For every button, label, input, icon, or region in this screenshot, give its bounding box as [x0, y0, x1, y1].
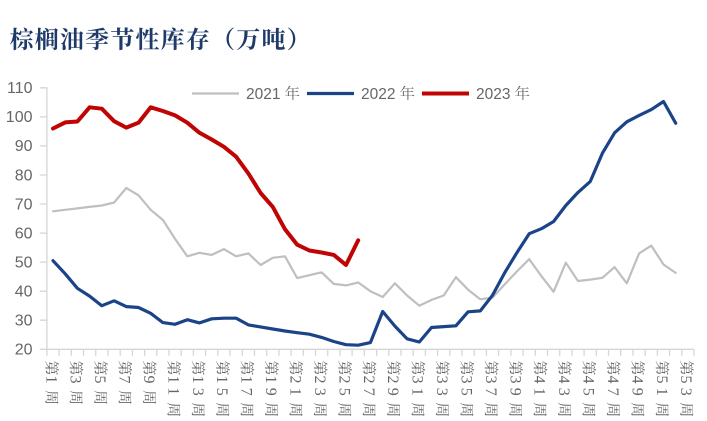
svg-text:5: 5 — [91, 376, 108, 388]
svg-text:29: 29 — [384, 376, 401, 401]
svg-text:40: 40 — [15, 284, 33, 301]
svg-text:30: 30 — [15, 313, 33, 330]
svg-text:2021: 2021 — [246, 86, 280, 103]
svg-text:43: 43 — [555, 376, 572, 401]
svg-text:47: 47 — [604, 376, 621, 401]
svg-text:23: 23 — [311, 376, 328, 401]
svg-text:60: 60 — [15, 225, 33, 242]
svg-text:2023: 2023 — [476, 86, 510, 103]
svg-text:53: 53 — [677, 376, 694, 401]
svg-text:1: 1 — [42, 376, 59, 388]
svg-text:17: 17 — [238, 376, 255, 401]
svg-text:70: 70 — [15, 196, 33, 213]
svg-text:51: 51 — [653, 376, 670, 401]
svg-text:13: 13 — [189, 376, 206, 401]
svg-text:25: 25 — [335, 376, 352, 401]
svg-text:27: 27 — [360, 376, 377, 401]
svg-text:9: 9 — [140, 376, 157, 388]
svg-text:3: 3 — [67, 376, 84, 388]
svg-text:35: 35 — [457, 376, 474, 401]
svg-text:41: 41 — [531, 376, 548, 401]
svg-text:11: 11 — [164, 376, 181, 400]
svg-text:2022: 2022 — [361, 86, 395, 103]
svg-text:21: 21 — [286, 376, 303, 401]
svg-text:15: 15 — [213, 376, 230, 401]
svg-text:33: 33 — [433, 376, 450, 401]
svg-text:31: 31 — [409, 376, 426, 401]
svg-text:90: 90 — [15, 138, 33, 155]
svg-text:19: 19 — [262, 376, 279, 401]
svg-text:50: 50 — [15, 254, 33, 271]
svg-text:7: 7 — [116, 376, 133, 388]
svg-text:110: 110 — [7, 80, 33, 97]
svg-text:100: 100 — [6, 109, 33, 126]
svg-text:37: 37 — [482, 376, 499, 401]
svg-text:39: 39 — [506, 376, 523, 401]
svg-text:49: 49 — [628, 376, 645, 401]
svg-text:20: 20 — [15, 342, 33, 359]
svg-text:45: 45 — [580, 376, 597, 401]
svg-text:80: 80 — [15, 167, 33, 184]
